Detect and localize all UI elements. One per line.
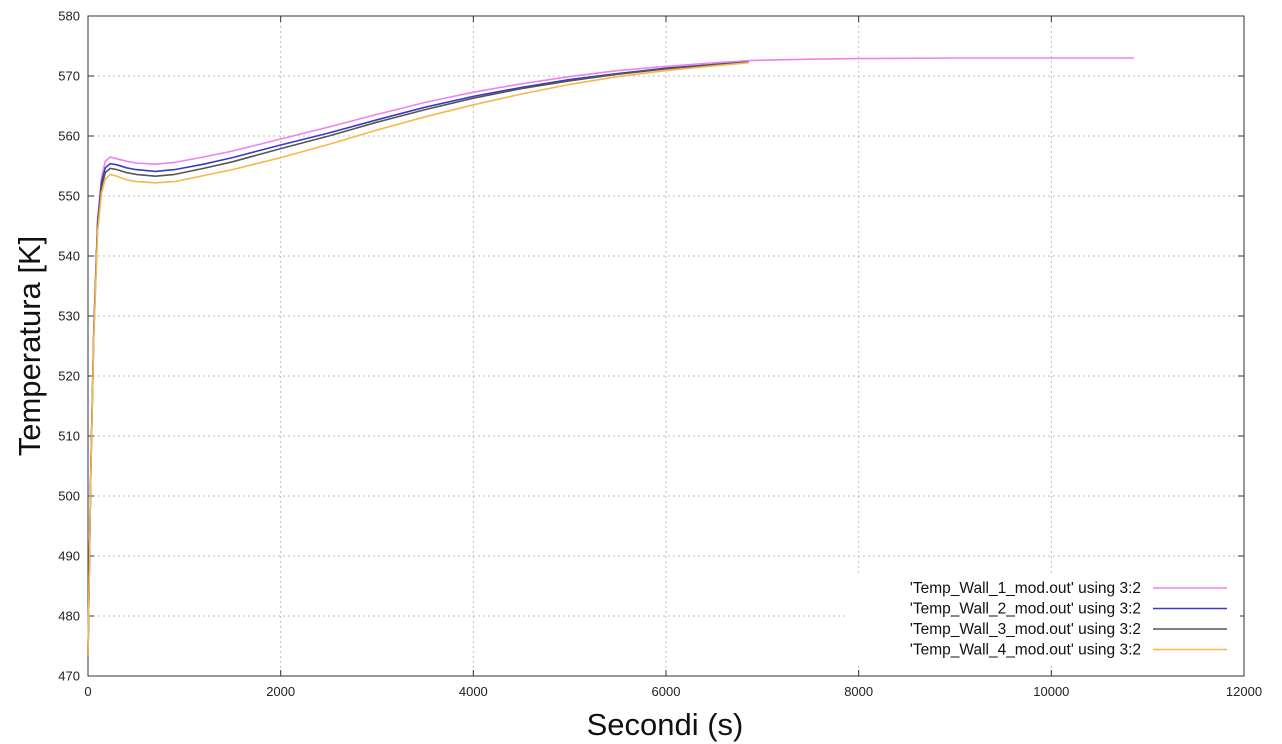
y-tick-label: 560	[58, 129, 80, 144]
y-tick-label: 570	[58, 69, 80, 84]
y-tick-label: 480	[58, 609, 80, 624]
grid-lines	[88, 16, 1244, 676]
legend: 'Temp_Wall_1_mod.out' using 3:2 'Temp_Wal…	[845, 574, 1240, 666]
x-axis-title: Secondi (s)	[587, 707, 744, 742]
x-tick-label: 6000	[652, 684, 681, 699]
series-line-2	[87, 61, 749, 656]
y-tick-label: 520	[58, 369, 80, 384]
legend-label-4: 'Temp_Wall_4_mod.out' using 3:2	[910, 642, 1141, 659]
axis-ticks: 0 2000 4000 6000 8000 10000 12000 470 480 490 500 5…	[58, 9, 1262, 700]
x-tick-label: 10000	[1033, 684, 1069, 699]
series-line-3	[87, 61, 749, 656]
legend-label-1: 'Temp_Wall_1_mod.out' using 3:2	[910, 580, 1141, 597]
y-tick-label: 500	[58, 489, 80, 504]
y-tick-label: 510	[58, 429, 80, 444]
series-line-4	[87, 61, 749, 656]
legend-label-2: 'Temp_Wall_2_mod.out' using 3:2	[910, 601, 1141, 618]
y-tick-label: 580	[58, 9, 80, 24]
legend-background	[845, 574, 1240, 666]
y-tick-label: 490	[58, 549, 80, 564]
x-tick-label: 2000	[266, 684, 295, 699]
y-tick-label: 530	[58, 309, 80, 324]
y-axis-title: Temperatura [K]	[12, 236, 47, 457]
series-group	[87, 57, 1134, 656]
x-tick-label: 12000	[1226, 684, 1262, 699]
y-tick-label: 540	[58, 249, 80, 264]
y-tick-label: 550	[58, 189, 80, 204]
series-line-1	[87, 57, 1134, 656]
x-tick-label: 4000	[459, 684, 488, 699]
legend-label-3: 'Temp_Wall_3_mod.out' using 3:2	[910, 621, 1141, 638]
y-tick-label: 470	[58, 669, 80, 684]
x-tick-label: 8000	[844, 684, 873, 699]
x-tick-label: 0	[84, 684, 91, 699]
